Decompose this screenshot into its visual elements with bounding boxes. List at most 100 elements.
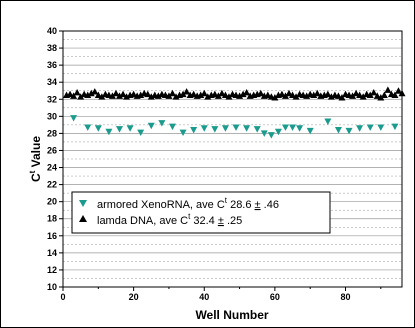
data-point-xenorna	[306, 127, 314, 135]
y-tick-label: 30	[47, 111, 57, 121]
data-point-xenorna	[200, 125, 208, 132]
data-point-lamda	[221, 91, 229, 98]
y-tick-label: 36	[47, 60, 57, 70]
y-tick-label: 34	[47, 77, 57, 87]
data-point-xenorna	[137, 129, 145, 137]
data-point-xenorna	[281, 124, 289, 131]
data-point-lamda	[73, 88, 81, 96]
x-tick-label: 0	[60, 292, 65, 302]
y-tick-label: 20	[47, 197, 57, 207]
data-point-lamda	[200, 89, 208, 97]
legend-marker-xenorna	[79, 200, 87, 207]
data-point-xenorna	[190, 127, 198, 134]
data-point-xenorna	[211, 126, 219, 133]
y-tick-label: 24	[47, 163, 57, 173]
data-point-xenorna	[377, 124, 385, 131]
data-point-lamda	[373, 92, 381, 99]
data-point-xenorna	[221, 125, 229, 132]
data-point-lamda	[123, 93, 131, 100]
data-point-xenorna	[158, 120, 166, 127]
data-point-lamda	[137, 91, 145, 98]
data-point-lamda	[278, 90, 286, 98]
y-tick-label: 12	[47, 265, 57, 275]
data-point-lamda	[356, 91, 364, 98]
series-armored-xenorna	[70, 115, 399, 139]
data-point-xenorna	[274, 128, 282, 136]
data-point-lamda	[147, 93, 155, 100]
data-point-lamda	[70, 92, 78, 99]
data-point-lamda	[218, 89, 226, 97]
data-point-xenorna	[168, 123, 176, 131]
x-tick-label: 60	[270, 292, 280, 302]
data-point-xenorna	[324, 118, 332, 125]
data-point-lamda	[239, 90, 247, 98]
data-point-lamda	[87, 89, 95, 97]
legend-label-xenorna: armored XenoRNA, ave Ct 28.6 ± .46	[97, 196, 279, 211]
data-point-xenorna	[391, 123, 399, 131]
y-tick-label: 16	[47, 231, 57, 241]
data-point-lamda	[197, 91, 205, 98]
data-point-lamda	[349, 92, 357, 99]
data-point-lamda	[94, 91, 102, 98]
y-tick-label: 22	[47, 180, 57, 190]
data-point-xenorna	[116, 126, 123, 133]
data-point-lamda	[98, 93, 106, 100]
plot-frame	[62, 30, 403, 288]
data-point-lamda	[303, 92, 311, 99]
data-point-lamda	[324, 90, 332, 98]
data-point-lamda	[154, 92, 162, 99]
data-point-lamda	[313, 89, 321, 97]
data-point-lamda	[112, 89, 120, 97]
data-point-lamda	[119, 90, 127, 98]
data-point-lamda	[289, 91, 297, 98]
legend-marker-lamda	[79, 215, 87, 222]
data-point-lamda	[257, 89, 265, 97]
data-point-lamda	[168, 89, 176, 97]
x-tick-label: 20	[129, 292, 139, 302]
data-point-lamda	[66, 90, 74, 98]
data-point-lamda	[165, 92, 173, 99]
data-point-lamda	[327, 93, 335, 100]
data-point-lamda	[183, 88, 191, 95]
x-axis-ticks: 0 20 40 60 80	[60, 287, 382, 302]
data-point-lamda	[292, 93, 300, 100]
y-axis-ticks: 10 12 14 16 18 20 22 24 26 28 30 32 34 36 38 40	[47, 26, 63, 292]
data-point-lamda	[214, 92, 222, 99]
data-point-xenorna	[243, 125, 251, 132]
data-point-xenorna	[345, 127, 353, 135]
data-point-lamda	[359, 93, 367, 100]
data-point-xenorna	[334, 127, 342, 134]
data-point-xenorna	[179, 129, 187, 137]
x-tick-label: 40	[199, 292, 209, 302]
data-point-lamda	[334, 92, 342, 99]
data-point-lamda	[190, 90, 198, 98]
y-tick-label: 28	[47, 128, 57, 138]
data-point-xenorna	[289, 124, 297, 131]
series-lamda-dna	[63, 86, 406, 101]
data-point-lamda	[77, 93, 85, 100]
data-point-xenorna	[84, 124, 92, 131]
y-axis-title: Ct Value	[28, 136, 43, 182]
legend-label-lamda: lamda DNA, ave Ct 32.4 ± .25	[97, 212, 242, 227]
data-point-lamda	[172, 93, 180, 100]
x-tick-label: 80	[340, 292, 350, 302]
data-point-lamda	[391, 91, 399, 98]
data-point-lamda	[91, 88, 99, 95]
data-point-lamda	[271, 94, 279, 101]
data-point-lamda	[179, 90, 187, 98]
data-point-lamda	[243, 88, 251, 96]
data-point-lamda	[310, 91, 318, 98]
legend-box	[71, 191, 331, 234]
data-point-lamda	[370, 88, 378, 96]
data-point-lamda	[116, 92, 123, 99]
data-point-lamda	[380, 91, 388, 98]
data-point-lamda	[130, 90, 138, 98]
data-point-lamda	[211, 90, 219, 98]
y-tick-label: 14	[47, 248, 57, 258]
y-tick-label: 18	[47, 214, 57, 224]
y-tick-label: 32	[47, 94, 57, 104]
data-point-lamda	[236, 92, 244, 99]
data-point-xenorna	[260, 130, 268, 137]
